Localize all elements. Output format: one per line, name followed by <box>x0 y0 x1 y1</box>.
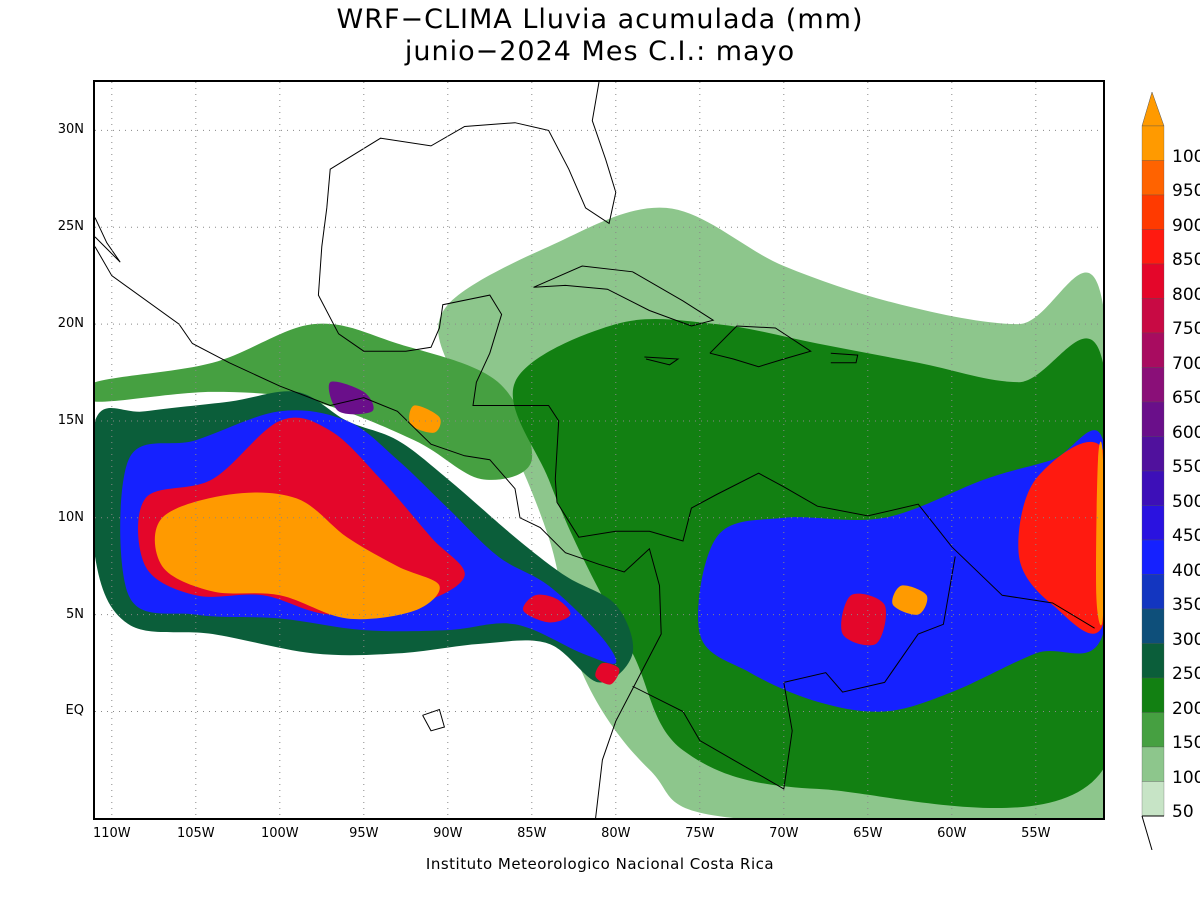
colorbar-swatch-500 <box>1141 470 1165 506</box>
colorbar-label: 200 <box>1172 698 1200 719</box>
coastline-puerto-rico <box>830 352 859 364</box>
coastline-jamaica <box>644 356 680 366</box>
rain-field-east-pacific-green <box>95 323 533 480</box>
colorbar-swatch-850 <box>1141 229 1165 265</box>
colorbar-arrow-bottom <box>1141 815 1164 850</box>
map-panel <box>93 80 1105 820</box>
colorbar-label: 1000 <box>1172 146 1200 167</box>
rain-field-atlantic-edge-orange <box>1096 441 1103 626</box>
colorbar-label: 50 <box>1172 802 1194 822</box>
colorbar-label: 150 <box>1172 733 1200 753</box>
colorbar-label: 750 <box>1172 319 1200 339</box>
colorbar-label: 400 <box>1172 560 1200 581</box>
colorbar-label: 500 <box>1172 491 1200 512</box>
colorbar-label: 850 <box>1172 250 1200 270</box>
colorbar-label: 950 <box>1172 181 1200 201</box>
colorbar-swatch-100 <box>1141 746 1165 782</box>
colorbar-label: 100 <box>1172 767 1200 788</box>
lon-tick-label: 90W <box>433 826 463 841</box>
colorbar-swatch-750 <box>1141 298 1165 334</box>
lon-tick-label: 70W <box>769 826 799 841</box>
colorbar-swatch-400 <box>1141 539 1165 575</box>
rainfall-map <box>95 82 1103 818</box>
colorbar-swatch-450 <box>1141 505 1165 541</box>
lon-tick-label: 105W <box>176 826 215 841</box>
colorbar-swatch-50 <box>1141 781 1165 817</box>
rain-field-guatemala-coast-blob <box>409 405 441 433</box>
colorbar-swatch-300 <box>1141 608 1165 644</box>
colorbar-label: 650 <box>1172 388 1200 408</box>
colorbar-swatch-600 <box>1141 401 1165 437</box>
chart-title: WRF−CLIMA Lluvia acumulada (mm) <box>336 4 864 35</box>
rain-field-itcz-pacific-orange <box>154 492 440 620</box>
lat-tick-label: 10N <box>57 509 84 525</box>
lon-tick-label: 85W <box>517 826 547 841</box>
credit-footer: Instituto Meteorologico Nacional Costa R… <box>425 855 775 873</box>
lon-tick-label: 55W <box>1021 826 1051 841</box>
coastline-baja-california <box>95 217 121 263</box>
coastline-galapagos <box>422 708 446 732</box>
lon-tick-label: 75W <box>685 826 715 841</box>
colorbar-swatch-900 <box>1141 194 1165 230</box>
lat-tick-label: 15N <box>57 412 84 428</box>
colorbar-swatch-350 <box>1141 574 1165 610</box>
coastline-us-gulf-coast <box>326 82 617 225</box>
coastline-mexico-gulf-coast <box>317 207 1095 629</box>
colorbar-swatch-650 <box>1141 367 1165 403</box>
lat-tick-label: 20N <box>57 316 84 332</box>
rain-field-costa-rica-blob <box>523 594 571 623</box>
colorbar-label: 450 <box>1172 526 1200 546</box>
colorbar-swatch-550 <box>1141 436 1165 472</box>
colorbar-label: 300 <box>1172 629 1200 650</box>
chart-subtitle: junio−2024 Mes C.I.: mayo <box>404 36 796 67</box>
rain-field-atlantic-itcz-red <box>1018 441 1103 634</box>
lon-tick-label: 110W <box>92 826 131 841</box>
colorbar-swatch-700 <box>1141 332 1165 368</box>
lat-tick-label: 5N <box>66 606 84 622</box>
colorbar-label: 900 <box>1172 215 1200 236</box>
colorbar-swatch-800 <box>1141 263 1165 299</box>
colorbar-label: 700 <box>1172 353 1200 374</box>
lat-tick-label: 25N <box>57 219 84 235</box>
rain-field-venezuela-orange <box>892 585 928 615</box>
colorbar-swatch-200 <box>1141 677 1165 713</box>
rain-field-venezuela-red <box>841 593 887 646</box>
colorbar <box>1141 92 1165 850</box>
colorbar-label: 600 <box>1172 422 1200 443</box>
lat-tick-label: 30N <box>57 122 84 138</box>
colorbar-swatch-150 <box>1141 712 1165 748</box>
colorbar-label: 550 <box>1172 457 1200 477</box>
lon-tick-label: 80W <box>601 826 631 841</box>
lon-tick-label: 65W <box>853 826 883 841</box>
lon-tick-label: 100W <box>260 826 299 841</box>
colorbar-label: 800 <box>1172 284 1200 305</box>
colorbar-swatch-250 <box>1141 643 1165 679</box>
coastline-pacific-coast <box>95 246 662 818</box>
lon-tick-label: 60W <box>937 826 967 841</box>
colorbar-label: 350 <box>1172 595 1200 615</box>
coastline-hispaniola <box>709 325 812 368</box>
colorbar-swatch-1000 <box>1141 125 1165 161</box>
rain-field-mexico-south-blob <box>328 381 374 415</box>
coastline-cuba <box>533 265 715 327</box>
colorbar-swatch-950 <box>1141 160 1165 196</box>
colorbar-arrow-top <box>1141 92 1165 127</box>
lon-tick-label: 95W <box>349 826 379 841</box>
rain-field-panama-blob <box>595 662 620 685</box>
rain-field-south-america-blue <box>698 430 1103 712</box>
colorbar-label: 250 <box>1172 664 1200 684</box>
lat-tick-label: EQ <box>65 703 84 719</box>
